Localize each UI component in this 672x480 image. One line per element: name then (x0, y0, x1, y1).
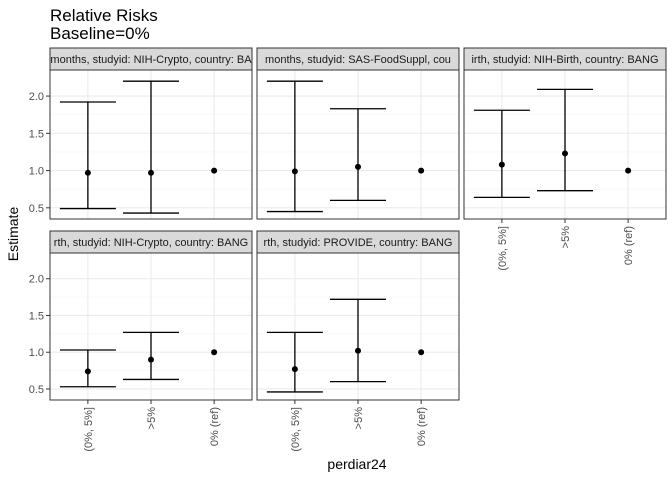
estimate-point (148, 356, 154, 363)
panel-border (256, 69, 460, 220)
x-tick-label: >5% (560, 226, 572, 249)
facet-panel: rth, studyid: PROVIDE, country: BANG (0%,… (256, 230, 460, 452)
estimate-point (498, 161, 505, 168)
x-tick-label: (0%, 5%] (290, 407, 302, 452)
facet-panel: irth, studyid: NIH-Birth, country: BANG (… (463, 47, 667, 271)
x-axis-title: perdiar24 (327, 456, 386, 472)
facet-strip-label: rth, studyid: NIH-Crypto, country: BANG (54, 237, 248, 249)
facet-panels: months, studyid: NIH-Crypto, country: BA… (29, 47, 667, 452)
x-tick-label: >5% (353, 407, 365, 430)
facet-panel: months, studyid: SAS-FoodSuppl, cou (256, 47, 460, 220)
estimate-point (625, 167, 632, 174)
estimate-point (355, 163, 361, 170)
facet-panel: rth, studyid: NIH-Crypto, country: BANG 0… (29, 230, 253, 452)
y-tick-label: 2.0 (29, 274, 44, 286)
estimate-point (355, 347, 361, 354)
y-tick-label: 1.0 (29, 347, 44, 359)
estimate-point (84, 169, 91, 176)
facet-strip-label: months, studyid: SAS-FoodSuppl, cou (265, 54, 451, 66)
estimate-point (211, 167, 218, 174)
y-tick-label: 2.0 (29, 91, 44, 103)
x-tick-label: >5% (146, 407, 158, 430)
x-tick-label: (0%, 5%] (497, 226, 509, 271)
facet-strip-label: irth, studyid: NIH-Birth, country: BANG (471, 54, 658, 66)
y-tick-label: 0.5 (29, 384, 44, 396)
x-tick-label: 0% (ref) (623, 226, 635, 265)
estimate-point (418, 167, 425, 174)
estimate-point (291, 168, 298, 175)
y-tick-label: 0.5 (29, 203, 44, 215)
estimate-point (84, 368, 91, 375)
chart-title: Relative Risks (50, 6, 158, 25)
chart-subtitle: Baseline=0% (50, 24, 150, 43)
y-tick-label: 1.5 (29, 310, 44, 322)
y-tick-label: 1.0 (29, 166, 44, 178)
facet-panel: months, studyid: NIH-Crypto, country: BA… (29, 47, 253, 220)
y-tick-label: 1.5 (29, 128, 44, 140)
facet-strip-label: months, studyid: NIH-Crypto, country: BA (50, 54, 252, 66)
x-tick-label: 0% (ref) (209, 407, 221, 446)
facet-strip-label: rth, studyid: PROVIDE, country: BANG (264, 237, 453, 249)
y-axis-title: Estimate (5, 207, 21, 262)
estimate-point (148, 169, 154, 176)
x-tick-label: 0% (ref) (416, 407, 428, 446)
estimate-point (291, 366, 298, 373)
estimate-point (418, 349, 425, 356)
x-tick-label: (0%, 5%] (83, 407, 95, 452)
panel-border (49, 69, 253, 220)
estimate-point (562, 150, 568, 157)
estimate-point (211, 349, 218, 356)
